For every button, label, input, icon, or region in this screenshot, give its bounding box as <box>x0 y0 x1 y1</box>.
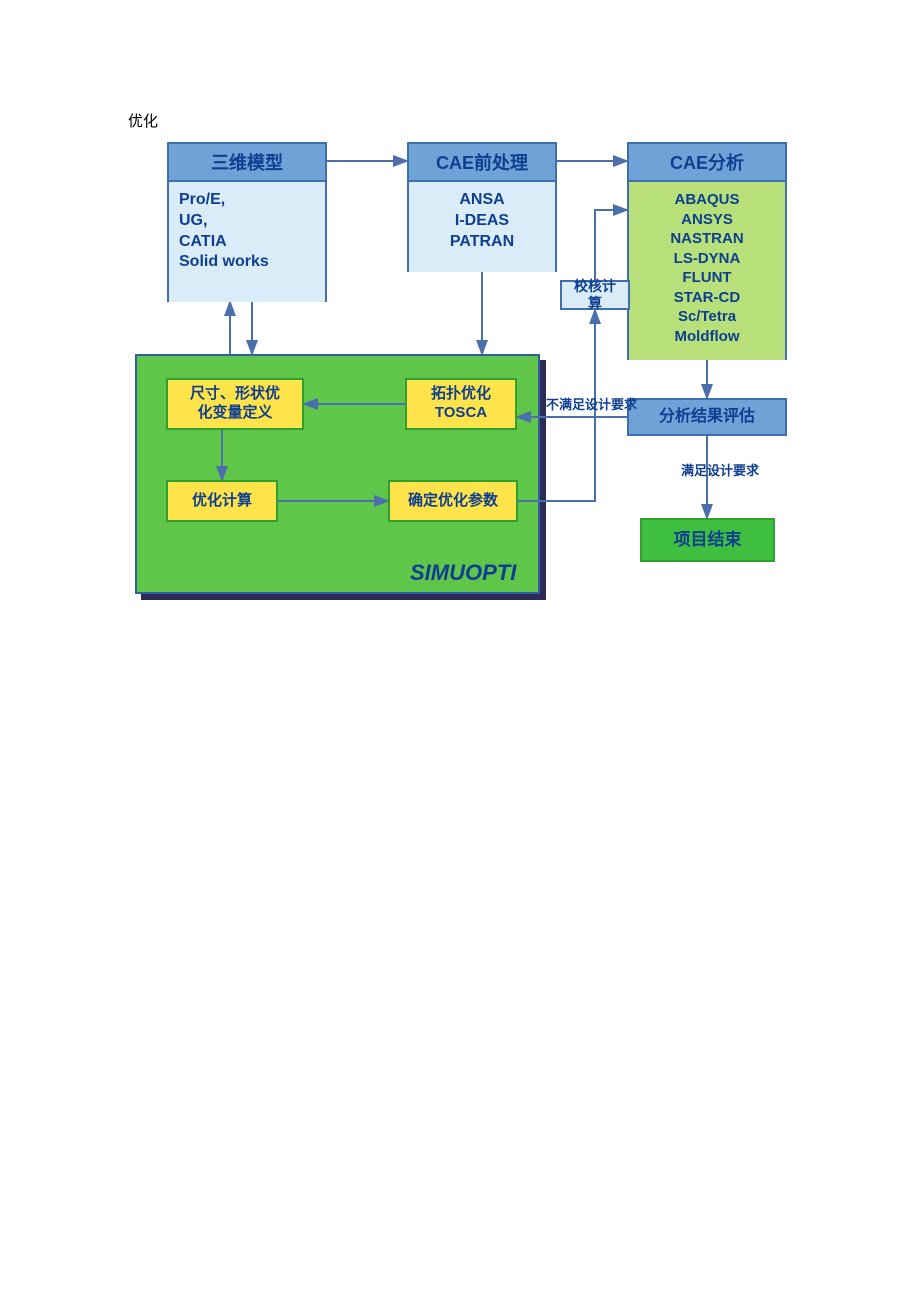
node-3d-model: 三维模型 Pro/E,UG,CATIASolid works <box>167 142 327 302</box>
box-topology-tosca: 拓扑优化TOSCA <box>405 378 517 430</box>
body-line: NASTRAN <box>639 229 775 249</box>
body-line: LS-DYNA <box>639 249 775 269</box>
body-line: STAR-CD <box>639 288 775 308</box>
body-line: I-DEAS <box>419 211 545 232</box>
body-line: CATIA <box>179 232 315 253</box>
box-opt-calc: 优化计算 <box>166 480 278 522</box>
body-line: Moldflow <box>639 327 775 347</box>
node-cae-analysis-body: ABAQUSANSYSNASTRANLS-DYNAFLUNTSTAR-CDSc/… <box>629 182 785 360</box>
simuopti-label: SIMUOPTI <box>410 560 516 586</box>
box-verify-calc: 校核计算 <box>560 280 630 310</box>
box-project-end: 项目结束 <box>640 518 775 562</box>
body-line: UG, <box>179 211 315 232</box>
body-line: FLUNT <box>639 268 775 288</box>
body-line: ANSA <box>419 190 545 211</box>
body-line: Solid works <box>179 252 315 273</box>
node-cae-preprocess-body: ANSAI-DEASPATRAN <box>409 182 555 272</box>
box-set-opt-params: 确定优化参数 <box>388 480 518 522</box>
box-size-shape-def: 尺寸、形状优化变量定义 <box>166 378 304 430</box>
node-cae-analysis: CAE分析 ABAQUSANSYSNASTRANLS-DYNAFLUNTSTAR… <box>627 142 787 360</box>
body-line: ABAQUS <box>639 190 775 210</box>
label-not-meet: 不满足设计要求 <box>546 394 637 413</box>
node-cae-preprocess: CAE前处理 ANSAI-DEASPATRAN <box>407 142 557 272</box>
body-line: Sc/Tetra <box>639 307 775 327</box>
body-line: PATRAN <box>419 232 545 253</box>
box-result-eval: 分析结果评估 <box>627 398 787 436</box>
node-3d-model-header: 三维模型 <box>169 144 325 182</box>
label-meet: 满足设计要求 <box>681 460 759 479</box>
body-line: ANSYS <box>639 210 775 230</box>
node-cae-analysis-header: CAE分析 <box>629 144 785 182</box>
node-3d-model-body: Pro/E,UG,CATIASolid works <box>169 182 325 302</box>
page-title: 优化 <box>128 110 158 131</box>
body-line: Pro/E, <box>179 190 315 211</box>
node-cae-preprocess-header: CAE前处理 <box>409 144 555 182</box>
